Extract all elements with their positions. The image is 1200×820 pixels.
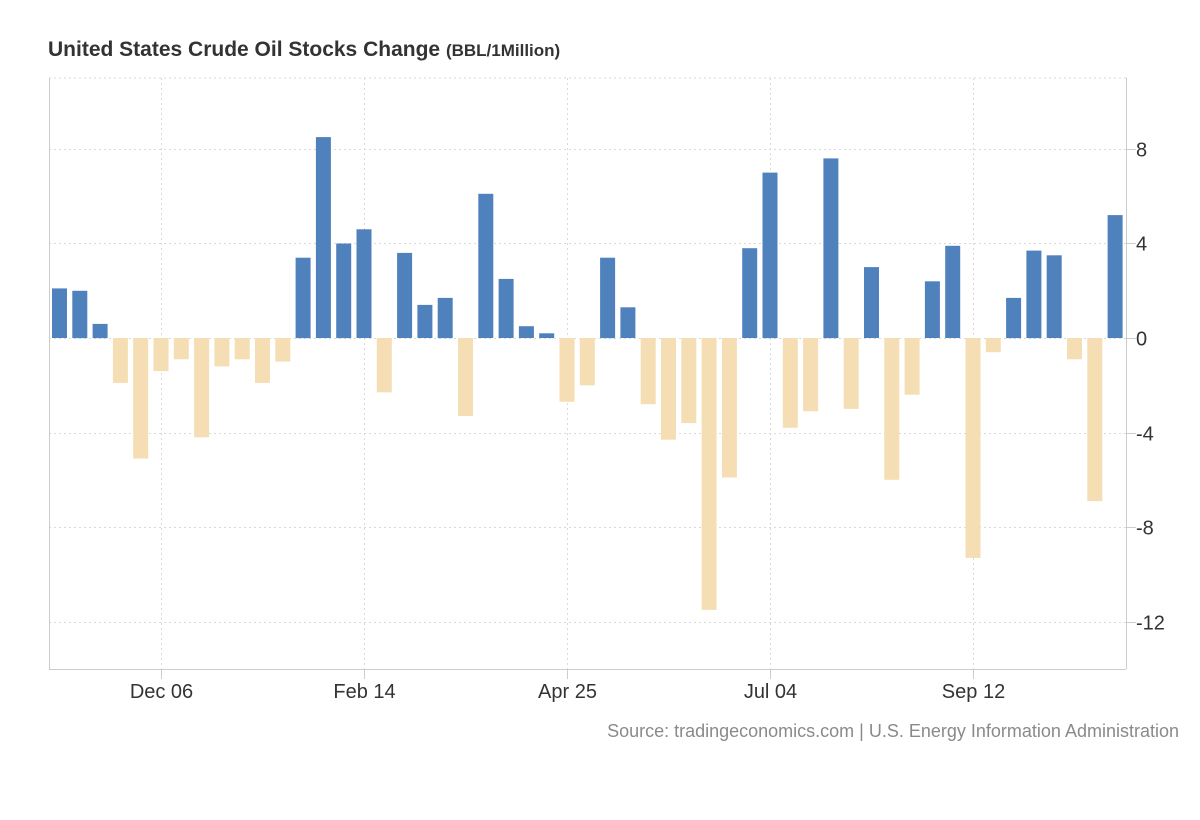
bar — [52, 288, 67, 338]
bar — [985, 338, 1001, 353]
bar — [539, 333, 555, 338]
bar — [518, 326, 534, 338]
y-tick-label: 0 — [1136, 329, 1147, 351]
bar — [1067, 338, 1082, 360]
bar — [640, 338, 656, 405]
bar — [1026, 250, 1042, 339]
bar — [133, 338, 149, 459]
bar — [356, 229, 372, 338]
bar — [1046, 255, 1062, 338]
bar — [1107, 215, 1123, 338]
label-layer: -12 -8 -4 0 4 8 Dec 06 Feb 14 Apr 25 Jul 04 Sep 12 — [130, 140, 1165, 704]
y-tick-label: -12 — [1136, 613, 1165, 635]
bar — [945, 245, 961, 338]
bar — [965, 338, 981, 558]
bar — [92, 323, 108, 339]
bar — [742, 248, 758, 338]
bar — [721, 338, 737, 478]
bar — [478, 193, 494, 338]
bar — [843, 338, 859, 409]
x-tick-label: Apr 25 — [538, 681, 597, 703]
bar — [1006, 297, 1022, 339]
bar — [437, 297, 453, 339]
bar — [315, 137, 331, 338]
bar — [701, 338, 717, 610]
bar — [620, 307, 636, 338]
bar — [255, 338, 270, 383]
bar-chart: -12 -8 -4 0 4 8 Dec 06 Feb 14 Apr 25 Jul 04 Sep 12 — [49, 77, 1165, 704]
bar — [600, 257, 616, 339]
bar — [72, 290, 88, 339]
bar — [681, 338, 697, 424]
bar — [498, 278, 514, 338]
bar — [823, 158, 839, 339]
source-note: Source: tradingeconomics.com | U.S. Ener… — [607, 721, 1179, 741]
bar — [803, 338, 819, 412]
x-tick-label: Sep 12 — [942, 681, 1005, 703]
chart-title-text: United States Crude Oil Stocks Change — [48, 38, 441, 61]
bar — [579, 338, 595, 386]
y-tick-label: 4 — [1136, 234, 1147, 256]
x-tick-label: Feb 14 — [333, 681, 395, 703]
bar — [884, 338, 900, 480]
bar — [275, 338, 291, 362]
bar — [397, 252, 413, 338]
bar — [234, 338, 250, 360]
bar — [376, 338, 392, 393]
chart-unit: (BBL/1Million) — [445, 41, 561, 60]
bar — [295, 257, 311, 339]
bar — [1087, 338, 1103, 502]
bar — [194, 338, 210, 438]
y-tick-label: -4 — [1136, 424, 1154, 446]
bar — [153, 338, 169, 372]
bar — [214, 338, 230, 367]
y-tick-label: 8 — [1136, 140, 1147, 162]
y-tick-label: -8 — [1136, 518, 1154, 540]
bar — [458, 338, 473, 416]
bar — [661, 338, 676, 440]
bar — [173, 338, 189, 360]
bar — [417, 304, 433, 338]
x-tick-label: Dec 06 — [130, 681, 193, 703]
x-tick-label: Jul 04 — [744, 681, 797, 703]
bar — [336, 243, 352, 339]
bar — [904, 338, 920, 395]
bar — [112, 338, 128, 383]
bar-layer — [52, 137, 1123, 610]
bar — [864, 267, 879, 338]
axis-layer — [49, 78, 1136, 679]
bar — [924, 281, 940, 338]
bar — [762, 172, 778, 339]
bar — [559, 338, 575, 402]
bar — [782, 338, 798, 428]
chart-title: United States Crude Oil Stocks Change (B… — [48, 38, 560, 62]
